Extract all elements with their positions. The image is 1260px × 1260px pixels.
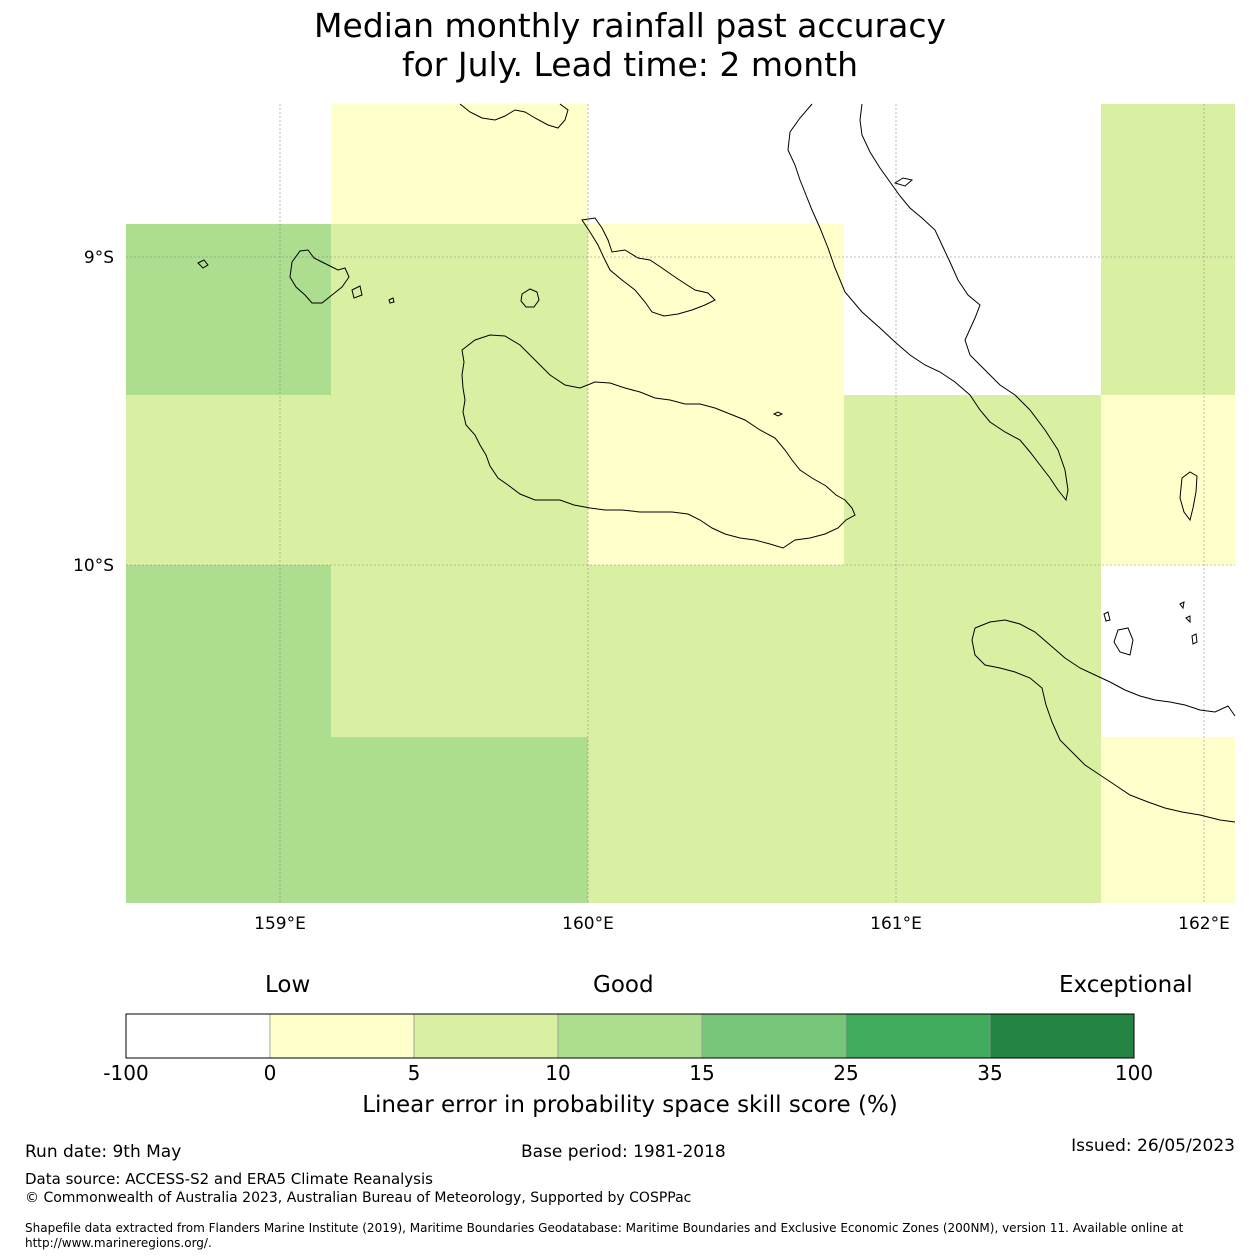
coastline-santa-isabel xyxy=(787,103,1069,502)
skill-grid xyxy=(126,104,1235,903)
colorbar-segment xyxy=(125,1013,271,1059)
grid-cell xyxy=(588,224,844,395)
lat-label-9s: 9°S xyxy=(84,248,114,268)
chart-title: Median monthly rainfall past accuracy fo… xyxy=(0,6,1260,84)
data-source: Data source: ACCESS-S2 and ERA5 Climate … xyxy=(25,1170,433,1188)
grid-cell xyxy=(331,395,588,565)
coastline-islet-b xyxy=(1179,601,1185,610)
coastline-islet-c xyxy=(1185,615,1191,624)
grid-cell xyxy=(844,737,1101,903)
grid-cell xyxy=(126,224,331,395)
shapefile-credit-line-2: http://www.marineregions.org/. xyxy=(25,1236,212,1250)
coastline-new-georgia xyxy=(459,103,569,129)
grid-cell xyxy=(126,737,331,903)
issued-date: Issued: 26/05/2023 xyxy=(1071,1136,1235,1156)
grid-cell xyxy=(1101,224,1235,395)
grid-cell xyxy=(1101,104,1235,224)
coastline-russell-islands xyxy=(289,249,350,304)
grid-cell xyxy=(588,395,844,565)
colorbar-tick: -100 xyxy=(103,1061,149,1085)
legend-low-label: Low xyxy=(265,972,311,998)
colorbar-tick: 25 xyxy=(833,1061,859,1085)
copyright: © Commonwealth of Australia 2023, Austra… xyxy=(25,1190,692,1206)
grid-cell xyxy=(844,565,1101,737)
colorbar-tick: 10 xyxy=(545,1061,571,1085)
grid-cell xyxy=(844,224,1101,395)
grid-cell xyxy=(1101,565,1235,737)
grid-cell xyxy=(588,565,844,737)
grid-cell xyxy=(331,104,588,224)
coastline-russell-islet-2 xyxy=(351,285,363,299)
base-period: Base period: 1981-2018 xyxy=(521,1142,726,1162)
coastlines xyxy=(197,103,1236,823)
run-date: Run date: 9th May xyxy=(25,1142,182,1162)
coastline-islet-d xyxy=(1191,633,1198,645)
grid-cell xyxy=(844,104,1101,224)
shapefile-credit-line-1: Shapefile data extracted from Flanders M… xyxy=(25,1221,1184,1235)
colorbar-segment xyxy=(269,1013,415,1059)
grid-cell xyxy=(126,565,331,737)
coastline-russell-islet-3 xyxy=(388,297,395,304)
colorbar-segment xyxy=(557,1013,703,1059)
coastline-guadalcanal xyxy=(461,334,856,549)
coastline-malaita-south-2 xyxy=(971,627,1236,823)
axis-labels: 9°S 10°S 159°E 160°E 161°E 162°E xyxy=(73,248,1230,934)
grid-cell xyxy=(126,104,331,224)
coastline-russell-islet-1 xyxy=(197,259,209,269)
colorbar-tick: 15 xyxy=(689,1061,715,1085)
colorbar-tick: 100 xyxy=(1114,1061,1154,1085)
coastline-malaita-south xyxy=(974,619,1236,717)
colorbar-segment xyxy=(989,1013,1135,1059)
grid-cell xyxy=(588,104,844,224)
colorbar-segment xyxy=(845,1013,991,1059)
grid-cell xyxy=(844,395,1101,565)
colorbar-title: Linear error in probability space skill … xyxy=(362,1092,898,1118)
coastline-small-island-east xyxy=(772,411,784,417)
graticule xyxy=(126,104,1235,903)
colorbar-tick: 0 xyxy=(263,1061,277,1085)
legend-exceptional-label: Exceptional xyxy=(1059,972,1193,998)
grid-cell xyxy=(331,224,588,395)
grid-cell xyxy=(588,737,844,903)
lon-label-159e: 159°E xyxy=(254,914,306,934)
title-line-1: Median monthly rainfall past accuracy xyxy=(313,6,947,45)
coastline-ramos xyxy=(1179,471,1198,522)
colorbar xyxy=(125,1013,1135,1059)
grid-cell xyxy=(1101,395,1235,565)
colorbar-tick: 5 xyxy=(407,1061,421,1085)
colorbar-segment xyxy=(701,1013,847,1059)
lon-label-160e: 160°E xyxy=(562,914,614,934)
legend-good-label: Good xyxy=(593,972,654,998)
coastline-small-malaita xyxy=(1113,627,1134,656)
lat-label-10s: 10°S xyxy=(73,556,114,576)
coastline-santa-isabel-islet xyxy=(893,177,914,187)
title-line-2: for July. Lead time: 2 month xyxy=(401,45,858,84)
grid-cell xyxy=(331,737,588,903)
lon-label-161e: 161°E xyxy=(870,914,922,934)
colorbar-border xyxy=(125,1013,1135,1059)
grid-cell xyxy=(331,565,588,737)
coastline-islet-a xyxy=(1103,611,1111,622)
lon-label-162e: 162°E xyxy=(1178,914,1230,934)
colorbar-tick: 35 xyxy=(977,1061,1003,1085)
coastline-florida-islands xyxy=(581,217,716,317)
colorbar-segment xyxy=(413,1013,559,1059)
grid-cell xyxy=(1101,737,1235,903)
coastline-savo xyxy=(520,288,540,308)
grid-cell xyxy=(126,395,331,565)
